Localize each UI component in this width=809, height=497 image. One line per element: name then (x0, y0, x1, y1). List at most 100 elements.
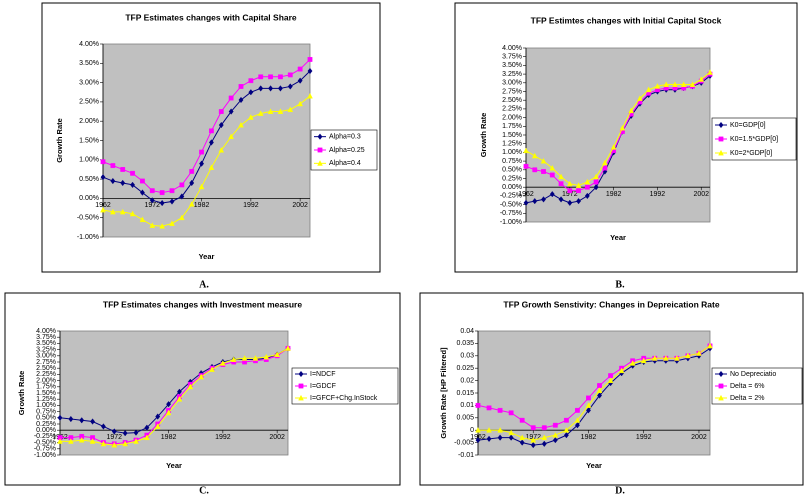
point-marker (257, 110, 264, 116)
point-marker (563, 427, 570, 433)
plot-area (525, 47, 711, 223)
y-tick-label: 0.75% (502, 158, 522, 165)
point-marker (596, 387, 603, 393)
point-marker (263, 353, 270, 360)
point-marker (154, 423, 161, 429)
point-marker (176, 396, 183, 402)
y-tick-label: -1.00% (77, 234, 99, 241)
point-marker (277, 108, 284, 114)
point-marker (530, 425, 536, 431)
point-marker (144, 434, 150, 441)
point-marker (519, 439, 525, 446)
point-marker (179, 182, 185, 188)
point-marker (155, 413, 161, 420)
legend-marker (317, 147, 323, 153)
point-marker (586, 407, 591, 414)
point-marker (267, 108, 274, 114)
point-marker (228, 95, 234, 101)
point-marker (297, 77, 303, 84)
point-marker (149, 222, 156, 228)
legend-marker (718, 383, 724, 389)
point-marker (68, 438, 74, 444)
legend-box (291, 367, 399, 405)
point-marker (549, 172, 555, 178)
point-marker (618, 367, 625, 374)
legend-label: No Depreciatio (730, 371, 776, 378)
point-marker (169, 188, 175, 194)
point-marker (607, 377, 614, 383)
y-tick-label: 1.75% (502, 123, 522, 130)
point-marker (258, 85, 264, 92)
legend-label: I=NDCF (310, 371, 335, 378)
point-marker (530, 436, 537, 443)
legend-marker (718, 149, 724, 156)
point-marker (567, 188, 573, 194)
y-tick-label: 2.00% (502, 114, 522, 121)
chart-title: TFP Growth Senstivity: Changes in Deprei… (503, 299, 719, 309)
point-marker (79, 417, 85, 424)
legend-marker (317, 133, 323, 140)
y-tick-label: 0.50% (36, 415, 56, 422)
y-tick-label: 0.035 (456, 340, 474, 347)
x-tick-label: 2002 (269, 434, 285, 441)
point-marker (540, 157, 547, 164)
point-marker (120, 167, 126, 172)
series-line (477, 347, 711, 446)
point-marker (159, 199, 165, 207)
x-tick-label: 2002 (292, 202, 308, 209)
y-tick-label: 2.50% (36, 365, 56, 372)
point-marker (640, 357, 647, 364)
y-tick-label: 1.00% (79, 157, 99, 164)
point-marker (696, 350, 702, 356)
point-marker (189, 179, 195, 187)
y-tick-label: 0.50% (502, 167, 522, 174)
point-marker (584, 192, 590, 200)
point-marker (574, 417, 581, 423)
point-marker (100, 206, 106, 213)
x-tick-label: 1972 (106, 434, 122, 441)
y-tick-label: 3.00% (79, 79, 99, 86)
point-marker (307, 67, 313, 75)
legend-label: K0=GDP[0] (730, 122, 766, 129)
point-marker (130, 181, 136, 189)
point-marker (130, 170, 135, 176)
point-marker (307, 92, 313, 99)
point-marker (111, 428, 117, 435)
point-marker (475, 436, 481, 444)
x-tick-label: 1992 (636, 434, 652, 441)
y-tick-label: -1.00% (500, 219, 522, 226)
point-marker (663, 81, 670, 87)
x-tick-label: 1992 (650, 191, 666, 198)
y-axis-title: Growth Rate (17, 371, 26, 416)
point-marker (68, 415, 74, 423)
point-marker (707, 69, 713, 75)
point-marker (654, 83, 661, 89)
point-marker (169, 220, 175, 226)
point-marker (159, 190, 165, 196)
point-marker (241, 355, 248, 361)
y-tick-label: -0.75% (500, 210, 522, 217)
y-tick-label: -0.75% (34, 446, 56, 453)
y-tick-label: -0.005 (454, 439, 474, 446)
x-tick-label: 1982 (606, 191, 622, 198)
point-marker (230, 356, 237, 362)
point-marker (238, 121, 244, 128)
legend-label: I=GFCF+Chg.InStock (310, 395, 378, 402)
point-marker (179, 193, 185, 200)
x-tick-label: 1982 (161, 434, 177, 441)
y-tick-label: 0.75% (36, 408, 56, 415)
y-tick-label: 1.25% (502, 141, 522, 148)
point-marker (541, 425, 547, 431)
point-marker (508, 434, 514, 441)
point-marker (179, 214, 185, 221)
point-marker (122, 440, 128, 447)
point-marker (220, 360, 226, 366)
point-marker (79, 434, 85, 439)
point-marker (628, 107, 634, 114)
point-marker (111, 441, 118, 448)
point-marker (218, 109, 224, 114)
chart-title: TFP Estimtes changes with Initial Capita… (531, 15, 722, 25)
x-axis-title: Year (586, 461, 602, 470)
point-marker (541, 440, 547, 447)
point-marker (238, 84, 244, 89)
